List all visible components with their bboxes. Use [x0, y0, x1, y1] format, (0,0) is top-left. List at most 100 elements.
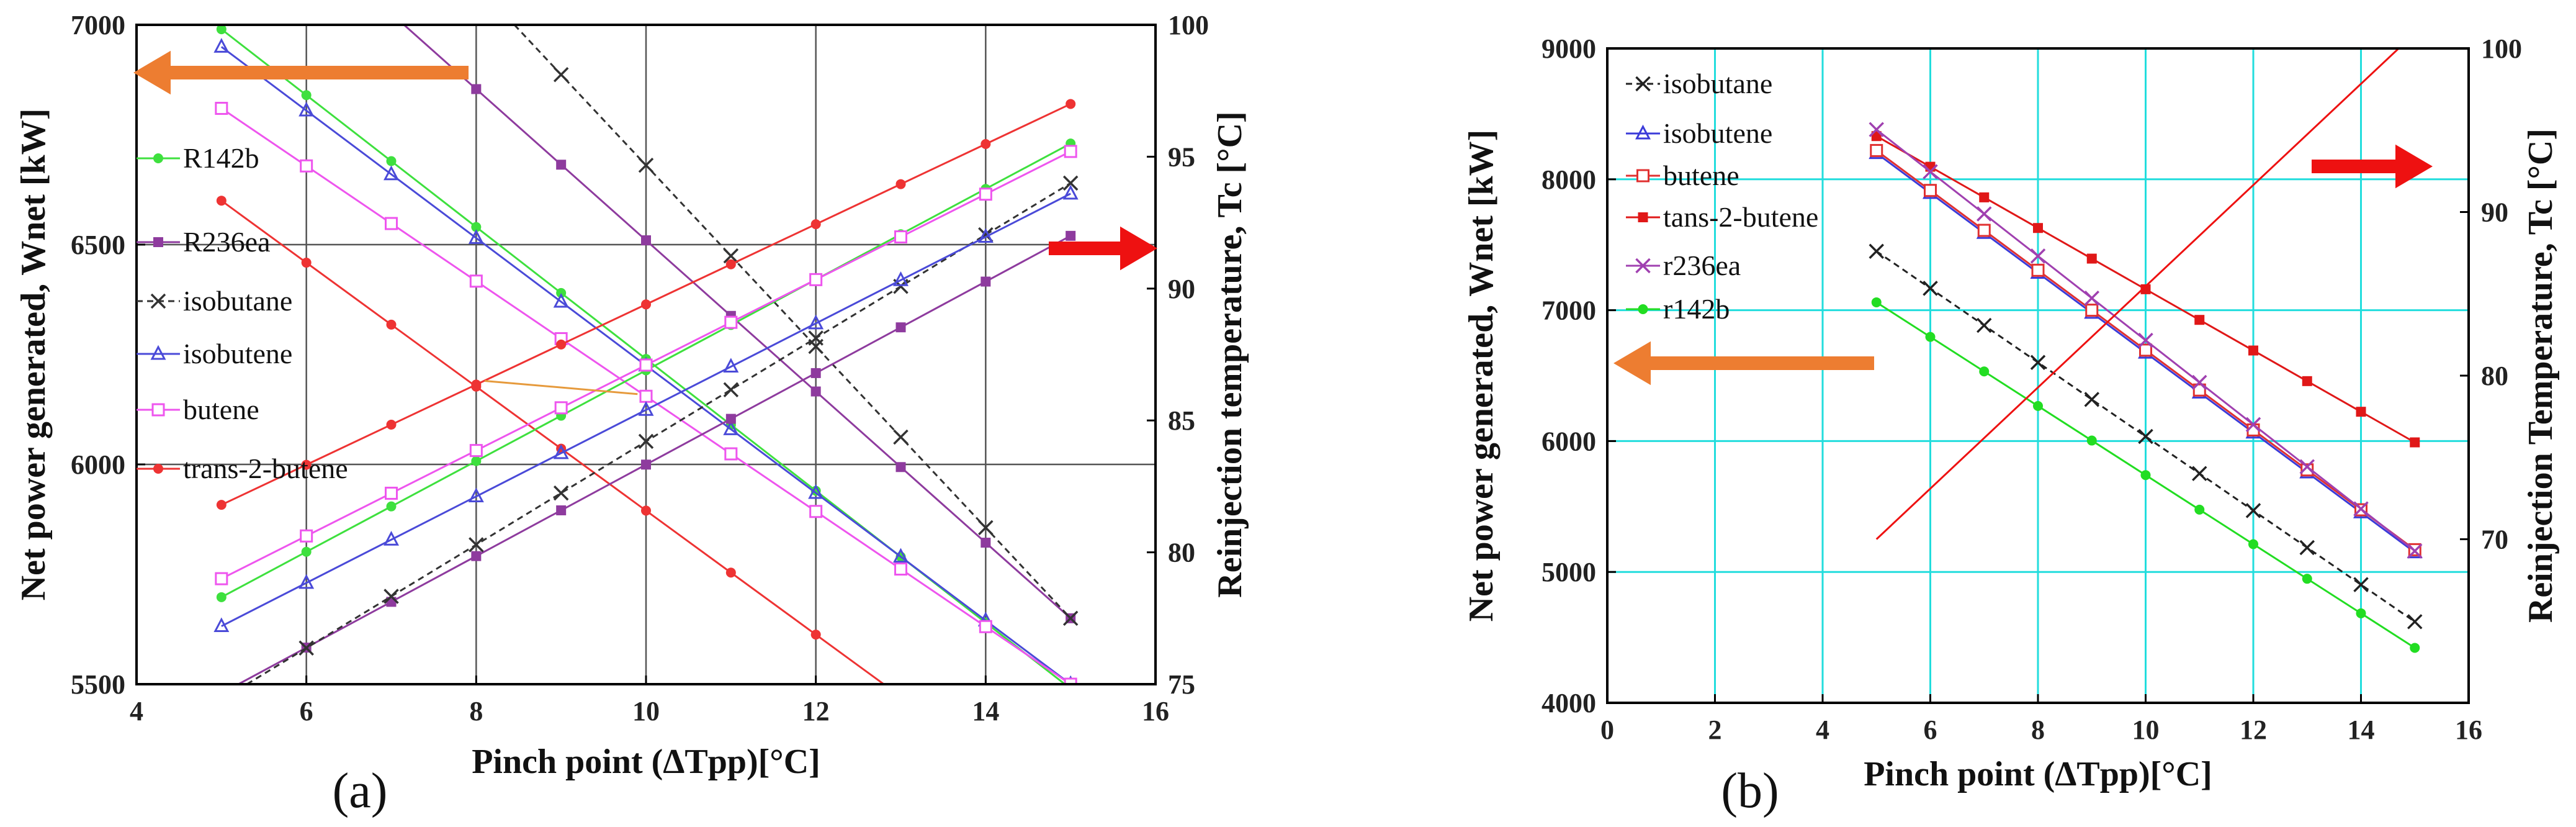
point-trans-2-butene [216, 196, 227, 206]
y-tick-label: 7000 [71, 10, 125, 40]
series-r236ea-right [238, 230, 1076, 684]
legend-item-isobutane: isobutane [137, 285, 292, 317]
point-trans-2-butene [556, 339, 567, 350]
point-trans-2-butene [301, 459, 312, 470]
axis-arrows [1613, 144, 2433, 386]
point-isobutene [298, 101, 315, 117]
y-tick-label: 6000 [1542, 426, 1596, 456]
x-tick-label: 10 [632, 696, 660, 726]
series-r236ea-left [403, 25, 1076, 623]
point-butene [639, 389, 653, 403]
point-butene [894, 230, 907, 244]
point-butene [2031, 263, 2045, 277]
series-r236ea-left [1869, 122, 2423, 559]
point-r236ea [895, 322, 906, 333]
x-tick-label: 4 [130, 696, 143, 726]
point-butene [1064, 677, 1077, 684]
legend-label: isobutene [183, 338, 292, 369]
y2-tick-label: 85 [1168, 405, 1195, 436]
point-r236ea [725, 414, 736, 424]
legend-label: tans-2-butene [1663, 201, 1818, 233]
point-isobutene [638, 400, 654, 416]
point-r236ea [1066, 230, 1076, 241]
y2-tick-label: 75 [1168, 669, 1195, 700]
point-butene [809, 505, 823, 518]
x-axis-label: Pinch point (ΔTpp)[°C] [472, 743, 820, 781]
point-r142b [216, 25, 227, 35]
x-tick-label: 6 [300, 696, 313, 726]
point-r142b [2140, 470, 2151, 481]
x-ticks: 4 6 8 10 12 14 16 [130, 676, 1169, 726]
y-axis-label-right: Reinjection Temperature, Tc [°C] [2521, 129, 2560, 623]
point-tans-2-butene [1979, 192, 1990, 202]
point-butene [724, 315, 738, 329]
point-isobutane [1977, 317, 1992, 333]
point-r236ea [2138, 332, 2153, 348]
series-r142b-left [1871, 297, 2420, 653]
point-isobutane [893, 429, 909, 445]
panel-label: (a) [333, 764, 388, 818]
point-trans-2-butene [1066, 99, 1076, 109]
point-r236ea [1869, 122, 1884, 137]
series-butene-right [215, 145, 1077, 585]
point-butene [1977, 224, 1991, 237]
series-isobutane-right [246, 175, 1079, 684]
legend-label: trans-2-butene [183, 453, 348, 484]
x-tick-label: 12 [802, 696, 830, 726]
point-butene [1924, 184, 1937, 197]
legend-label: isobutane [1663, 68, 1772, 99]
point-tans-2-butene [2248, 345, 2258, 356]
point-trans-2-butene [216, 500, 227, 510]
point-isobutene [384, 530, 399, 546]
point-trans-2-butene [981, 139, 991, 150]
x-tick-label: 16 [2455, 715, 2482, 745]
point-r142b [2248, 539, 2258, 549]
point-r236ea [556, 160, 567, 170]
point-isobutene [468, 487, 484, 503]
point-tans-2-butene [2410, 437, 2420, 448]
point-butene [2300, 463, 2314, 477]
point-isobutene [468, 229, 484, 244]
point-isobutene [384, 165, 399, 181]
point-r142b [2302, 574, 2312, 584]
point-tans-2-butene [2194, 315, 2205, 325]
point-butene [1064, 145, 1077, 158]
legend-marker [1638, 212, 1648, 222]
panel-b: 0 2 4 6 8 10 12 14 16 4000 5000 6000 7000 8000 9000 70 8… [1462, 34, 2560, 818]
series-line-reinjection-temperature [1875, 48, 2400, 540]
point-r142b [810, 486, 821, 496]
point-r236ea [2192, 374, 2207, 391]
y-axis-label-left: Net power generated, Wnet [kW] [14, 109, 53, 601]
point-r236ea [2353, 501, 2369, 517]
legend-marker [1635, 76, 1651, 92]
point-trans-2-butene [810, 219, 821, 230]
point-r236ea [2245, 417, 2261, 433]
x-axis-label: Pinch point (ΔTpp)[°C] [1864, 755, 2212, 793]
point-trans-2-butene [471, 379, 482, 390]
point-r142b [301, 90, 312, 101]
point-trans-2-butene [641, 505, 651, 516]
x-tick-label: 10 [2132, 715, 2160, 745]
legend-marker [151, 403, 165, 417]
point-isobutane [384, 589, 399, 604]
point-butene [2139, 343, 2152, 357]
x-tick-label: 12 [2240, 715, 2267, 745]
legend-marker [150, 345, 166, 360]
point-r236ea [2407, 543, 2423, 559]
point-r142b [1925, 332, 1936, 342]
point-r142b [216, 592, 227, 602]
point-butene [979, 620, 992, 633]
legend-item-r142b: r142b [1626, 293, 1730, 325]
point-isobutene [553, 292, 569, 308]
point-r142b [2086, 435, 2097, 446]
point-isobutane [723, 248, 739, 264]
right-axis-arrow [2312, 144, 2433, 189]
legend-marker [1636, 169, 1649, 183]
point-isobutene [808, 484, 824, 499]
legend-label: r236ea [1663, 250, 1741, 281]
point-isobutene [298, 574, 315, 589]
series-reinjection-temperature-right [1875, 48, 2400, 540]
point-isobutene [1062, 184, 1079, 200]
point-butene [215, 572, 228, 585]
legend-marker [150, 293, 166, 309]
